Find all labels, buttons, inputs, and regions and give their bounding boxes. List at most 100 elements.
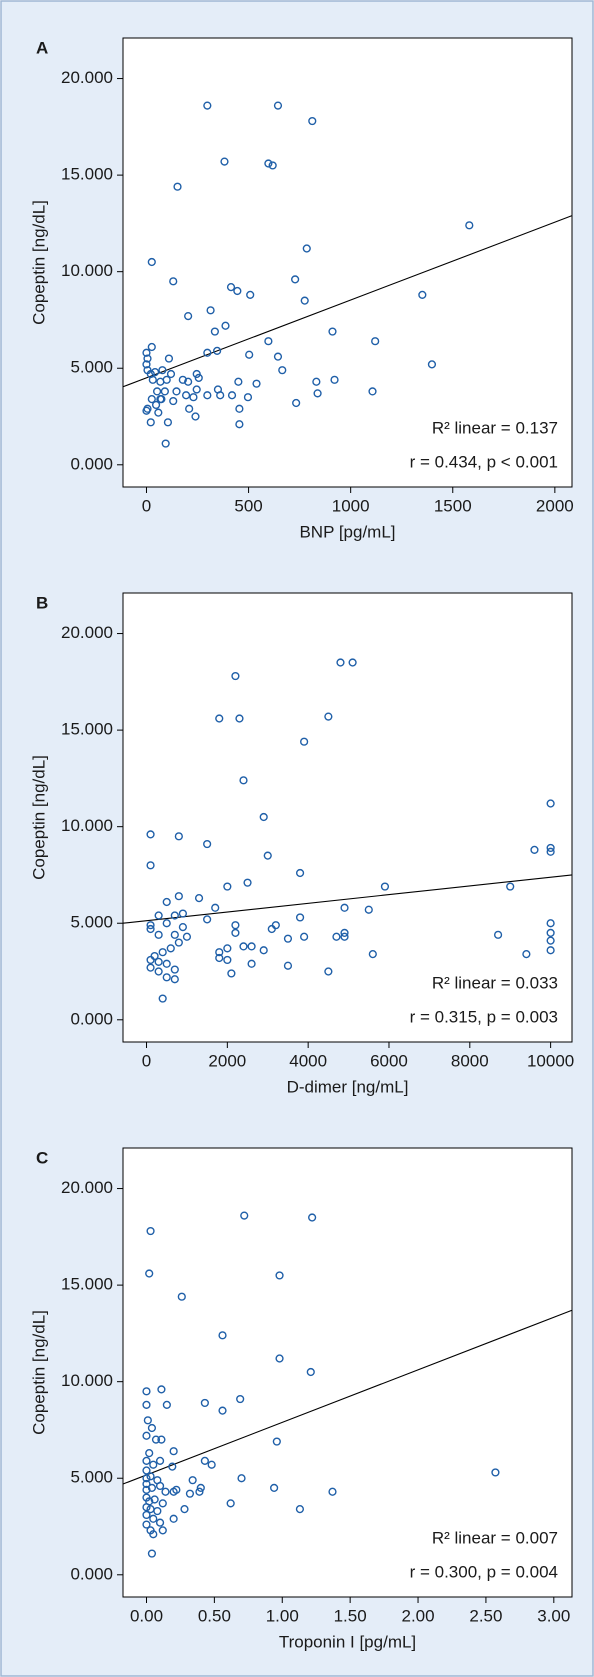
data-point <box>340 928 349 937</box>
y-tick-label: 0.000 <box>70 454 113 473</box>
data-point <box>371 337 380 346</box>
y-tick-label: 20.000 <box>61 68 113 87</box>
data-point <box>152 387 162 396</box>
data-point <box>324 967 333 976</box>
data-point <box>220 157 229 166</box>
panel-label: C <box>36 1148 48 1167</box>
data-point <box>148 375 157 384</box>
data-point <box>147 1549 157 1558</box>
data-point <box>155 1481 165 1491</box>
y-tick-label: 10.000 <box>61 261 113 280</box>
data-point <box>546 936 555 945</box>
annotation: R² linear = 0.137 <box>432 418 558 437</box>
data-point <box>210 327 219 336</box>
y-tick-label: 20.000 <box>61 623 113 642</box>
data-point <box>188 1476 197 1485</box>
x-tick-label: 0 <box>142 496 151 515</box>
data-point <box>142 406 151 415</box>
data-point <box>291 275 300 284</box>
x-tick-label: 10000 <box>527 1051 574 1070</box>
y-axis-label: Copeptin [ng/dL] <box>29 755 48 880</box>
x-tick-label: 1000 <box>332 496 370 515</box>
annotation: r = 0.300, p = 0.004 <box>410 1562 558 1581</box>
data-point <box>162 959 171 968</box>
data-point <box>259 946 268 955</box>
data-point <box>200 1456 209 1465</box>
x-axis-label: BNP [pg/mL] <box>299 522 395 541</box>
data-point <box>308 1213 317 1222</box>
data-point <box>203 348 212 357</box>
data-point <box>147 1483 157 1492</box>
y-axis-label: Copeptin [ng/dL] <box>29 1310 48 1435</box>
data-point <box>158 994 167 1003</box>
data-point <box>157 395 166 404</box>
data-point <box>150 367 160 377</box>
data-point <box>530 845 539 854</box>
data-point <box>546 847 555 856</box>
data-point <box>231 921 240 930</box>
data-point <box>155 1518 165 1527</box>
data-point <box>263 851 272 860</box>
annotation: r = 0.315, p = 0.003 <box>410 1007 558 1026</box>
data-point <box>172 387 181 396</box>
panel: A 0.000 5.000 10.000 15.000 20.000 0 500 1000 150… <box>29 37 574 541</box>
data-point <box>247 959 256 968</box>
data-point <box>162 375 171 384</box>
data-point <box>154 967 163 976</box>
data-point <box>239 776 248 785</box>
x-tick-label: 0 <box>142 1051 151 1070</box>
data-point <box>295 1505 305 1514</box>
data-point <box>295 868 305 878</box>
data-point <box>227 969 236 978</box>
x-axis-label: D-dimer [ng/mL] <box>287 1077 409 1096</box>
data-point <box>154 911 163 920</box>
data-point <box>195 1487 204 1496</box>
data-point <box>506 882 515 891</box>
data-point <box>465 221 474 230</box>
data-point <box>275 1271 284 1280</box>
data-point <box>146 830 155 839</box>
data-point <box>312 377 321 386</box>
data-point <box>196 1483 205 1492</box>
y-tick-label: 0.000 <box>70 1009 113 1028</box>
data-point <box>203 839 212 849</box>
data-point <box>170 911 179 920</box>
data-point <box>348 658 357 667</box>
data-point <box>252 379 261 388</box>
data-point <box>240 1211 249 1220</box>
plot-area <box>122 37 573 488</box>
panel: C 0.000 5.000 10.000 15.000 20.000 0.00 0.50 1.0… <box>29 1147 573 1651</box>
fit-line <box>122 874 573 924</box>
data-point <box>278 366 287 375</box>
data-point <box>146 861 155 870</box>
fit-line <box>122 215 573 388</box>
x-tick-label: 2000 <box>536 496 574 515</box>
data-point <box>178 375 187 384</box>
data-point <box>182 932 192 941</box>
data-point <box>328 1487 337 1496</box>
data-point <box>142 1387 151 1396</box>
data-point <box>546 946 555 955</box>
data-point <box>194 894 204 903</box>
data-point <box>203 391 212 400</box>
data-point <box>153 1506 162 1516</box>
data-point <box>145 1449 154 1458</box>
plot-area <box>122 592 573 1043</box>
data-point <box>174 892 183 901</box>
data-point <box>221 321 230 330</box>
data-point <box>157 1385 166 1394</box>
data-point <box>142 348 151 357</box>
data-point <box>169 396 178 406</box>
y-tick-label: 15.000 <box>61 1275 113 1294</box>
data-point <box>215 948 224 957</box>
data-point <box>546 799 555 808</box>
data-point <box>215 714 224 723</box>
data-point <box>170 965 179 974</box>
data-point <box>178 909 187 918</box>
data-point <box>491 1468 500 1477</box>
data-point <box>243 393 253 402</box>
data-point <box>158 1526 167 1535</box>
data-point <box>194 373 203 382</box>
data-point <box>223 944 232 953</box>
data-point <box>275 1354 284 1363</box>
